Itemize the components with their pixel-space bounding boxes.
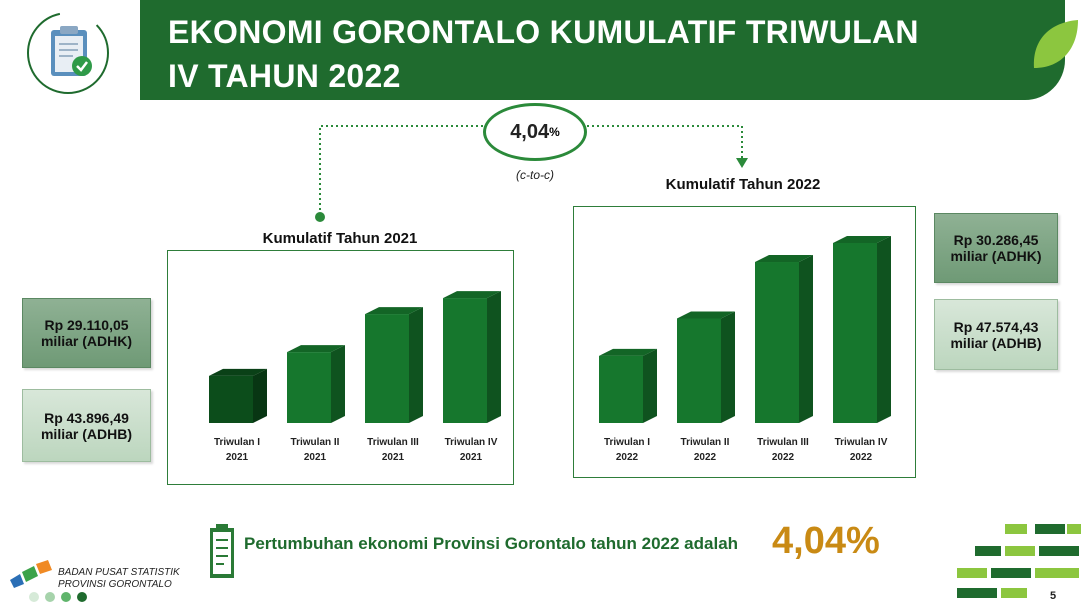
bar-front (209, 375, 253, 423)
bar-side (877, 236, 891, 423)
value-box-unit: miliar (ADHK) (950, 248, 1042, 264)
bar-side (643, 348, 657, 423)
st-logo (955, 520, 1081, 610)
tick-label: 2022 (772, 452, 795, 463)
value-box-2021-adhb: Rp 43.896,49 miliar (ADHB) (22, 389, 151, 462)
chart-title-2022: Kumulatif Tahun 2022 (665, 176, 821, 193)
leaf-icon (1030, 18, 1080, 77)
tick-label: 2022 (850, 452, 873, 463)
value-box-amount: Rp 47.574,43 (953, 318, 1039, 335)
value-box-unit: miliar (ADHB) (40, 425, 132, 442)
growth-statement-value: 4,04% (772, 520, 880, 562)
bar-front (287, 352, 331, 423)
growth-ellipse: 4,04% (483, 103, 587, 161)
tick-label: Triwulan II (681, 437, 730, 448)
tick-label: 2021 (382, 452, 405, 463)
bar-front (365, 314, 409, 423)
bar-front (755, 262, 799, 423)
value-box-unit: miliar (ADHK) (40, 333, 132, 349)
bar-0-1 (287, 345, 345, 423)
bar-front (677, 318, 721, 423)
chart-2022: Triwulan I 2022 Triwulan II 2022 Triwulan II… (599, 236, 891, 463)
value-box-amount: Rp 30.286,45 (953, 232, 1039, 248)
bar-side (331, 345, 345, 423)
bar-front (833, 243, 877, 423)
bps-logo (6, 560, 54, 595)
bar-1-3 (833, 236, 891, 423)
growth-statement: Pertumbuhan ekonomi Provinsi Gorontalo t… (244, 534, 739, 553)
bar-front (599, 355, 643, 423)
progress-dots (28, 590, 98, 608)
bar-top (677, 311, 735, 319)
bar-0-3 (443, 291, 501, 423)
growth-note: (c-to-c) (516, 168, 554, 182)
org-name-line2: PROVINSI GORONTALO (58, 579, 172, 590)
value-box-unit: miliar (ADHB) (950, 334, 1042, 351)
tick-label: Triwulan II (291, 437, 340, 448)
bar-1-2 (755, 255, 813, 423)
bar-top (287, 345, 345, 353)
bar-front (443, 298, 487, 423)
bar-side (721, 311, 735, 423)
bar-side (409, 307, 423, 423)
tick-label: 2022 (694, 452, 717, 463)
value-box-2022-adhk: Rp 30.286,45 miliar (ADHK) (934, 213, 1058, 283)
growth-unit: % (549, 125, 560, 139)
bar-top (833, 236, 891, 243)
tick-label: Triwulan III (367, 437, 419, 448)
tick-label: Triwulan I (604, 437, 650, 448)
connector-arrow (736, 158, 748, 168)
bar-top (443, 291, 501, 299)
connector-dot (315, 212, 325, 222)
value-box-2021-adhk: Rp 29.110,05 miliar (ADHK) (22, 298, 151, 368)
clipboard-check-icon (18, 8, 118, 103)
bar-top (755, 255, 813, 263)
bar-top (365, 307, 423, 315)
chart-2021: Triwulan I 2021 Triwulan II 2021 Triwulan II… (209, 291, 501, 463)
bar-0-2 (365, 307, 423, 423)
bar-1-0 (599, 348, 657, 423)
tick-label: Triwulan I (214, 437, 260, 448)
tick-label: 2021 (460, 452, 483, 463)
bar-top (599, 348, 657, 356)
bar-side (253, 368, 267, 423)
growth-value: 4,04 (510, 120, 550, 143)
org-name-line1: BADAN PUSAT STATISTIK (58, 567, 180, 578)
bar-0-0 (209, 368, 267, 423)
tick-label: Triwulan IV (835, 437, 888, 448)
tick-label: Triwulan IV (445, 437, 498, 448)
document-icon (208, 522, 236, 585)
value-box-amount: Rp 29.110,05 (44, 317, 129, 333)
bar-side (799, 255, 813, 423)
tick-label: 2021 (226, 452, 249, 463)
page-number: 5 (1050, 590, 1057, 602)
tick-label: 2021 (304, 452, 327, 463)
value-box-amount: Rp 43.896,49 (44, 409, 129, 426)
value-box-2022-adhb: Rp 47.574,43 miliar (ADHB) (934, 299, 1058, 370)
bar-side (487, 291, 501, 423)
title-bar (140, 0, 1065, 100)
page-title: EKONOMI GORONTALO KUMULATIF TRIWULAN IV … (168, 14, 919, 94)
bar-1-1 (677, 311, 735, 423)
bar-top (209, 368, 267, 376)
chart-title-2021: Kumulatif Tahun 2021 (262, 230, 418, 247)
tick-label: Triwulan III (757, 437, 809, 448)
chart-frame-2022: Triwulan I 2022 Triwulan II 2022 Triwulan II… (573, 206, 916, 478)
tick-label: 2022 (616, 452, 639, 463)
chart-frame-2021: Triwulan I 2021 Triwulan II 2021 Triwulan II… (167, 250, 514, 485)
